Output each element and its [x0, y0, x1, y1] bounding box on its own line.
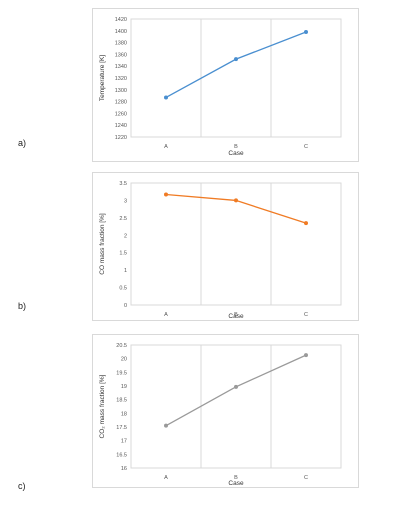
plot-area: [130, 18, 342, 138]
chart-c-frame: 16 16.5 17 17.5 18 18.5 19 19.5 20 20.5 A B C Case CO₂…: [92, 334, 359, 488]
y-tick-label: 16: [121, 466, 127, 472]
y-tick-label: 3.5: [119, 181, 127, 187]
y-tick-label: 0: [124, 303, 127, 309]
x-axis-title: Case: [228, 480, 244, 487]
x-axis-title: Case: [228, 150, 244, 157]
y-axis-title: CO₂ mass fraction [%]: [99, 374, 106, 438]
y-tick-label: 1300: [115, 88, 127, 94]
x-tick-label: C: [304, 312, 308, 318]
y-tick-label: 18: [121, 411, 127, 417]
panel-label-b: b): [18, 301, 27, 311]
panel-label-a: a): [18, 138, 27, 148]
x-tick-label: B: [234, 144, 238, 150]
y-tick-label: 1240: [115, 123, 127, 129]
data-point: [304, 29, 308, 34]
y-tick-label: 2: [124, 233, 127, 239]
y-tick-label: 20.5: [116, 343, 127, 349]
chart-b-frame: 0 0.5 1 1.5 2 2.5 3 3.5 A B C Case CO mass fraction …: [92, 172, 359, 321]
temperature-chart: 1220 1240 1260 1280 1300 1320 1340 1360 1380 1400…: [99, 17, 342, 157]
data-point: [234, 57, 238, 62]
y-axis-title: CO mass fraction [%]: [99, 213, 106, 275]
y-tick-label: 1380: [115, 41, 127, 47]
y-tick-label: 1220: [115, 135, 127, 141]
x-tick-label: B: [234, 475, 238, 481]
data-point: [164, 95, 168, 100]
y-tick-label: 1280: [115, 100, 127, 106]
data-point: [164, 192, 168, 197]
x-tick-label: A: [164, 475, 168, 481]
y-tick-label: 1: [124, 268, 127, 274]
plot-area: [130, 182, 342, 306]
co2-mass-fraction-chart: 16 16.5 17 17.5 18 18.5 19 19.5 20 20.5 A B C Case CO₂…: [99, 343, 342, 487]
y-tick-label: 17: [121, 439, 127, 445]
series-line: [165, 354, 307, 427]
y-tick-label: 16.5: [116, 452, 127, 458]
chart-a-frame: 1220 1240 1260 1280 1300 1320 1340 1360 1380 1400…: [92, 8, 359, 162]
series-line: [165, 31, 307, 99]
y-tick-label: 1340: [115, 64, 127, 70]
y-tick-label: 3: [124, 198, 127, 204]
y-tick-label: 1420: [115, 17, 127, 23]
data-point: [304, 353, 308, 358]
data-point: [234, 198, 238, 203]
x-tick-label: C: [304, 144, 308, 150]
panel-label-c: c): [18, 481, 26, 491]
y-tick-label: 2.5: [119, 216, 127, 222]
y-tick-label: 17.5: [116, 425, 127, 431]
y-tick-label: 1360: [115, 52, 127, 58]
y-tick-label: 1320: [115, 76, 127, 82]
x-tick-label: C: [304, 475, 308, 481]
x-axis-title: Case: [228, 313, 244, 320]
y-tick-label: 18.5: [116, 398, 127, 404]
co-mass-fraction-chart: 0 0.5 1 1.5 2 2.5 3 3.5 A B C Case CO mass fraction …: [99, 181, 342, 320]
data-point: [234, 384, 238, 389]
y-tick-label: 19: [121, 384, 127, 390]
y-tick-label: 20: [121, 357, 127, 363]
y-axis-title: Temperature [K]: [99, 55, 106, 101]
y-tick-label: 19.5: [116, 370, 127, 376]
data-point: [304, 221, 308, 226]
y-tick-label: 0.5: [119, 286, 127, 292]
data-point: [164, 423, 168, 428]
x-tick-label: A: [164, 144, 168, 150]
x-tick-label: A: [164, 312, 168, 318]
x-tick-label: B: [234, 312, 238, 318]
plot-area: [130, 344, 342, 469]
y-tick-label: 1400: [115, 29, 127, 35]
y-tick-label: 1.5: [119, 251, 127, 257]
y-tick-label: 1260: [115, 111, 127, 117]
